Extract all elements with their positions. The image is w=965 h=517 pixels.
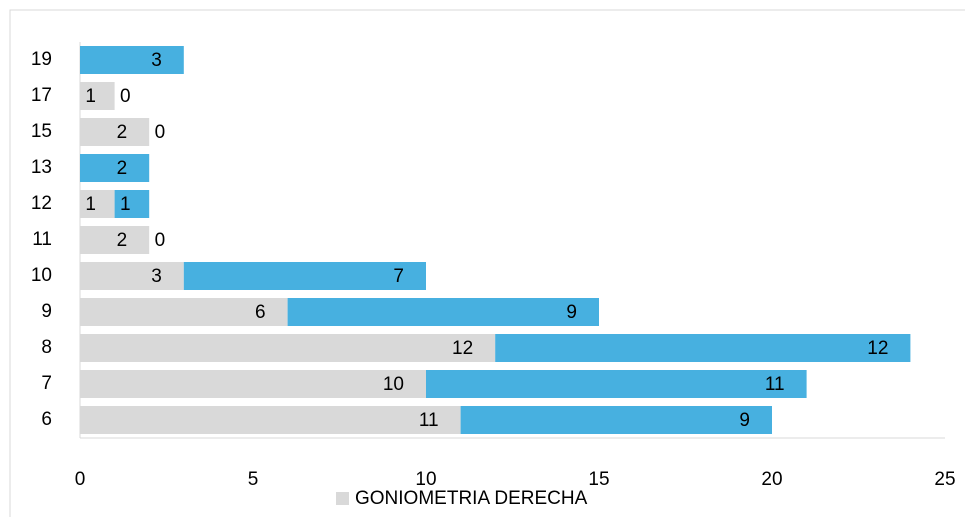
data-label: 11: [765, 374, 785, 395]
data-label: 12: [867, 338, 888, 359]
y-tick-label: 17: [31, 85, 52, 106]
data-label: 3: [151, 266, 162, 287]
y-tick-label: 7: [41, 373, 52, 394]
bar: [460, 406, 772, 434]
data-label: 2: [117, 230, 128, 251]
bar: [287, 298, 599, 326]
data-label: 2: [117, 122, 128, 143]
y-tick-label: 19: [31, 49, 52, 70]
bar: [80, 262, 184, 290]
bar: [495, 334, 911, 362]
y-tick-label: 6: [41, 409, 52, 430]
y-tick-label: 15: [31, 121, 52, 142]
y-tick-label: 10: [31, 265, 52, 286]
data-label: 0: [120, 86, 131, 107]
data-label: 1: [85, 86, 96, 107]
bar: [80, 118, 150, 146]
bar: [80, 226, 150, 254]
data-label: 12: [452, 338, 473, 359]
bar: [80, 154, 150, 182]
bar: [80, 82, 115, 110]
x-tick-label: 10: [415, 469, 436, 490]
bar: [80, 46, 184, 74]
y-tick-label: 8: [41, 337, 52, 358]
data-label: 7: [393, 266, 404, 287]
bar: [114, 190, 150, 218]
chart-frame: [9, 9, 965, 517]
data-label: 3: [151, 50, 162, 71]
bar: [80, 334, 496, 362]
legend-swatch: [336, 492, 349, 505]
y-tick-label: 9: [41, 301, 52, 322]
x-tick-label: 15: [588, 469, 609, 490]
bar: [80, 190, 115, 218]
data-label: 9: [739, 410, 750, 431]
data-label: 11: [419, 410, 439, 431]
bar: [80, 406, 461, 434]
data-label: 6: [255, 302, 266, 323]
data-label: 1: [120, 194, 131, 215]
x-tick-label: 25: [934, 469, 955, 490]
bar: [426, 370, 807, 398]
bar: [183, 262, 426, 290]
y-tick-label: 13: [31, 157, 52, 178]
x-tick-label: 0: [75, 469, 86, 490]
y-tick-label: 12: [31, 193, 52, 214]
bar: [80, 370, 426, 398]
y-tick-label: 11: [32, 229, 52, 250]
x-tick-label: 5: [248, 469, 259, 490]
data-label: 9: [566, 302, 577, 323]
legend-label: GONIOMETRIA DERECHA: [355, 488, 588, 509]
x-tick-label: 20: [761, 469, 782, 490]
data-label: 2: [117, 158, 128, 179]
data-label: 0: [155, 122, 166, 143]
bar: [80, 298, 288, 326]
data-label: 1: [85, 194, 96, 215]
data-label: 10: [383, 374, 404, 395]
data-label: 0: [155, 230, 166, 251]
